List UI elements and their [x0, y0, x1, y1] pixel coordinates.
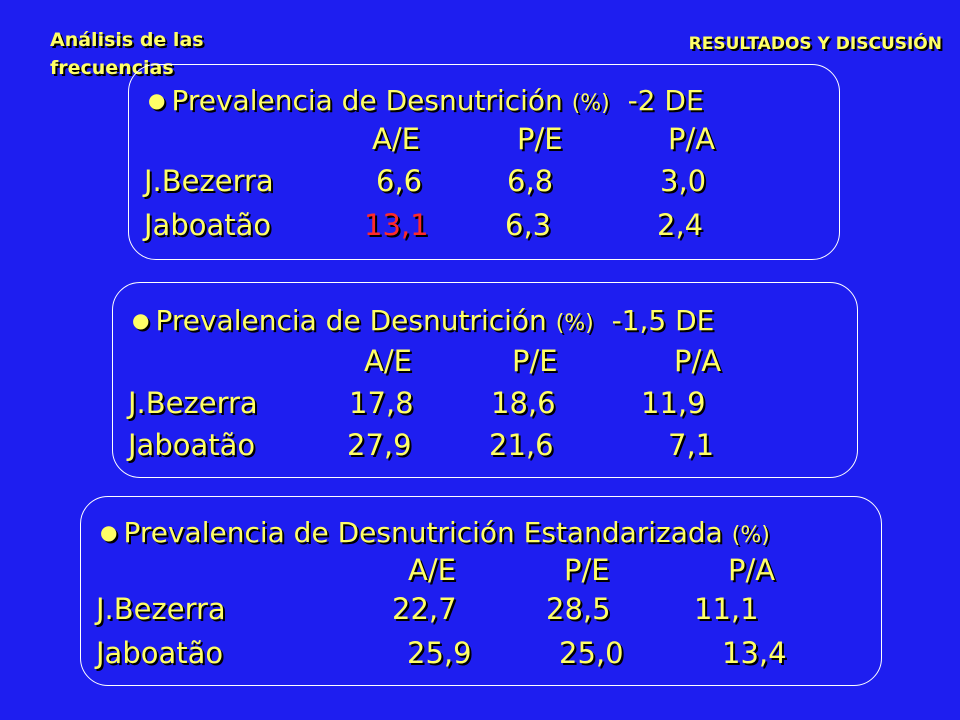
column-header-pa: P/A: [674, 344, 722, 378]
value-cell: 27,9: [347, 428, 412, 462]
row-label: Jaboatão: [144, 208, 272, 242]
panel-title: ● Prevalencia de Desnutrición (%) -2 DE: [148, 84, 704, 117]
row-label: J.Bezerra: [144, 164, 274, 198]
value-cell: 11,9: [641, 386, 706, 420]
panel-unit: (%): [731, 523, 770, 548]
column-header-ae: A/E: [372, 122, 420, 156]
value-cell-highlight: 13,1: [364, 208, 429, 242]
value-cell: 6,6: [376, 164, 423, 198]
prevalence-panel-2de: [128, 64, 840, 260]
panel-title-text: Prevalencia de Desnutrición: [171, 84, 563, 117]
value-cell: 18,6: [491, 386, 556, 420]
column-header-pe: P/E: [517, 122, 563, 156]
panel-title: ● Prevalencia de Desnutrición (%) -1,5 DE: [132, 304, 714, 337]
value-cell: 2,4: [657, 208, 704, 242]
column-header-pe: P/E: [564, 553, 610, 587]
value-cell: 7,1: [668, 428, 715, 462]
row-label: J.Bezerra: [96, 592, 226, 626]
column-header-ae: A/E: [408, 553, 456, 587]
panel-unit: (%): [555, 311, 594, 336]
standardized-prevalence-panel: [80, 496, 882, 686]
value-cell: 13,4: [722, 636, 787, 670]
chapter-label: RESULTADOS Y DISCUSIÓN: [688, 34, 942, 54]
row-label: Jaboatão: [128, 428, 256, 462]
value-cell: 21,6: [489, 428, 554, 462]
column-header-pa: P/A: [668, 122, 716, 156]
panel-unit: (%): [571, 91, 610, 116]
value-cell: 28,5: [546, 592, 611, 626]
column-header-ae: A/E: [364, 344, 412, 378]
value-cell: 17,8: [349, 386, 414, 420]
panel-title-text: Prevalencia de Desnutrición Estandarizad…: [123, 516, 723, 549]
value-cell: 3,0: [660, 164, 707, 198]
value-cell: 22,7: [392, 592, 457, 626]
prevalence-panel-1-5de: [112, 282, 858, 478]
value-cell: 6,3: [505, 208, 552, 242]
row-label: J.Bezerra: [128, 386, 258, 420]
column-header-pe: P/E: [512, 344, 558, 378]
bullet-icon: ●: [100, 520, 118, 544]
value-cell: 6,8: [507, 164, 554, 198]
panel-threshold: -2 DE: [627, 84, 704, 117]
column-header-pa: P/A: [728, 553, 776, 587]
panel-title: ● Prevalencia de Desnutrición Estandariza…: [100, 516, 770, 549]
panel-title-text: Prevalencia de Desnutrición: [155, 304, 547, 337]
value-cell: 25,9: [407, 636, 472, 670]
bullet-icon: ●: [132, 308, 150, 332]
value-cell: 25,0: [559, 636, 624, 670]
panel-threshold: -1,5 DE: [611, 304, 715, 337]
value-cell: 11,1: [694, 592, 759, 626]
row-label: Jaboatão: [96, 636, 224, 670]
bullet-icon: ●: [148, 88, 166, 112]
